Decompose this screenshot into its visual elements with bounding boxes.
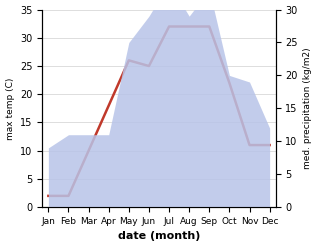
Y-axis label: med. precipitation (kg/m2): med. precipitation (kg/m2) xyxy=(303,48,313,169)
X-axis label: date (month): date (month) xyxy=(118,231,200,242)
Y-axis label: max temp (C): max temp (C) xyxy=(5,77,15,140)
